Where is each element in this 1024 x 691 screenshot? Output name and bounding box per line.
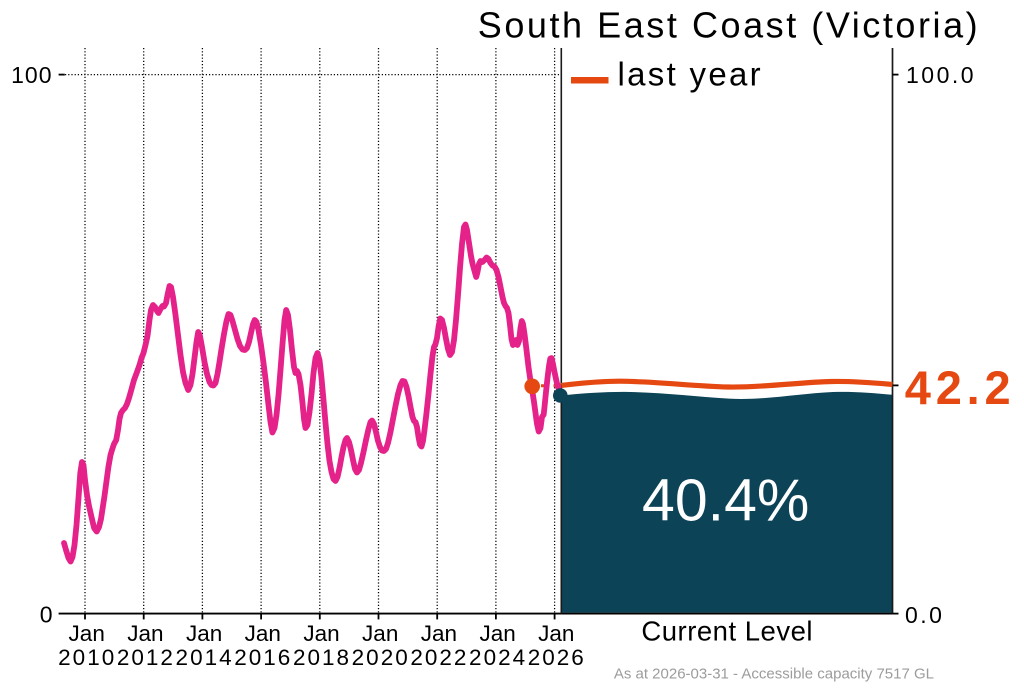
svg-text:2020: 2020 [352, 645, 410, 670]
svg-text:2014: 2014 [176, 645, 234, 670]
svg-text:0.0: 0.0 [905, 602, 944, 628]
svg-text:100: 100 [11, 62, 52, 88]
svg-text:Jan: Jan [479, 621, 515, 646]
svg-text:40.4%: 40.4% [642, 467, 809, 533]
svg-text:2016: 2016 [234, 645, 292, 670]
svg-text:South East Coast (Victoria): South East Coast (Victoria) [478, 4, 980, 45]
svg-text:0: 0 [40, 601, 53, 627]
svg-text:Jan: Jan [69, 621, 105, 646]
svg-text:100.0: 100.0 [906, 62, 976, 88]
svg-text:Jan: Jan [421, 621, 457, 646]
svg-text:2024: 2024 [469, 645, 527, 670]
svg-text:As at 2026-03-31 - Accessible: As at 2026-03-31 - Accessible capacity 7… [614, 666, 934, 683]
svg-text:Jan: Jan [127, 621, 163, 646]
svg-text:42.2: 42.2 [905, 361, 1016, 414]
svg-text:Jan: Jan [538, 621, 574, 646]
svg-text:last year: last year [618, 56, 763, 93]
svg-text:2018: 2018 [293, 645, 351, 670]
svg-text:2022: 2022 [410, 645, 468, 670]
svg-text:Jan: Jan [303, 621, 339, 646]
svg-text:Jan: Jan [245, 621, 281, 646]
svg-text:2026: 2026 [528, 645, 586, 670]
svg-text:2010: 2010 [58, 645, 116, 670]
svg-text:Current Level: Current Level [641, 616, 813, 647]
svg-text:2012: 2012 [117, 645, 175, 670]
svg-text:Jan: Jan [186, 621, 222, 646]
svg-text:Jan: Jan [362, 621, 398, 646]
